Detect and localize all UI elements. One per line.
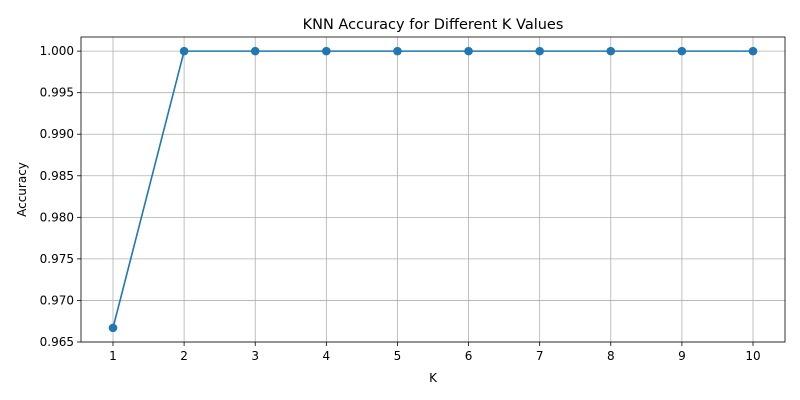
x-axis-label: K xyxy=(429,371,438,385)
data-point xyxy=(250,46,260,56)
data-point xyxy=(748,46,758,56)
x-tick-label: 10 xyxy=(745,349,760,363)
y-tick-label: 0.980 xyxy=(40,210,74,224)
x-tick-label: 3 xyxy=(251,349,259,363)
chart-title: KNN Accuracy for Different K Values xyxy=(303,17,564,33)
x-tick-label: 8 xyxy=(607,349,615,363)
y-tick-label: 0.990 xyxy=(40,127,74,141)
x-tick-label: 9 xyxy=(678,349,686,363)
plot-frame xyxy=(80,36,786,343)
y-axis-label: Accuracy xyxy=(15,162,29,217)
data-point xyxy=(464,46,473,56)
y-tick-label: 0.985 xyxy=(40,169,74,183)
y-tick-label: 0.965 xyxy=(40,335,74,349)
y-tick-label: 0.975 xyxy=(40,252,74,266)
y-tick-label: 0.995 xyxy=(40,86,74,100)
x-tick-label: 7 xyxy=(536,349,544,363)
data-point xyxy=(179,46,189,56)
tick-layer: 1 2 3 4 5 6 7 8 9 10 0.965 0.970 0.975 0.980 0.985 0.99… xyxy=(40,44,761,363)
x-tick-label: 2 xyxy=(180,349,188,363)
x-tick-label: 1 xyxy=(109,349,117,363)
y-tick-label: 1.000 xyxy=(40,44,74,58)
series-layer xyxy=(108,46,758,333)
x-tick-label: 6 xyxy=(465,349,473,363)
y-tick-label: 0.970 xyxy=(40,293,74,307)
x-tick-label: 5 xyxy=(394,349,402,363)
x-tick-label: 4 xyxy=(323,349,331,363)
data-point xyxy=(535,46,544,56)
series-line xyxy=(112,50,753,329)
data-point xyxy=(606,46,616,56)
data-point xyxy=(393,46,402,56)
data-point xyxy=(677,46,687,56)
data-point xyxy=(108,323,118,333)
data-point xyxy=(322,46,331,56)
